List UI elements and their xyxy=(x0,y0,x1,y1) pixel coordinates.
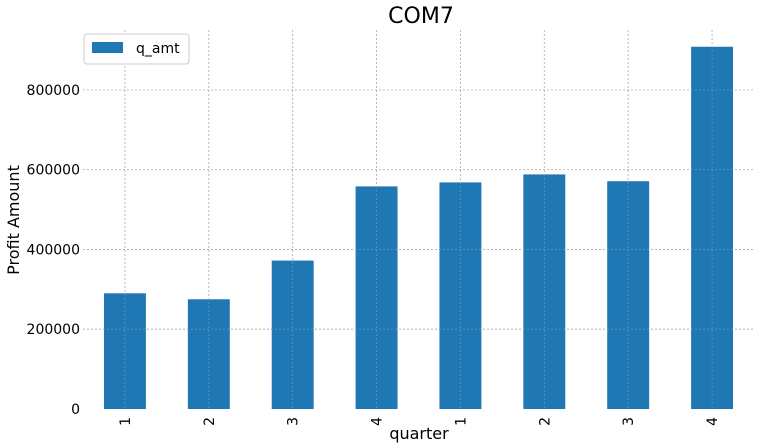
y-tick-label: 800000 xyxy=(27,83,80,99)
legend-swatch xyxy=(92,42,123,53)
x-tick-label: 1 xyxy=(453,417,469,426)
x-tick-label: 3 xyxy=(286,417,302,426)
x-tick-label: 4 xyxy=(370,417,386,426)
bars xyxy=(103,46,734,409)
y-axis-title: Profit Amount xyxy=(4,165,23,275)
legend-label: q_amt xyxy=(136,41,180,57)
y-tick-label: 0 xyxy=(71,402,80,418)
chart-title: COM7 xyxy=(388,4,454,29)
y-axis-ticks: 0 200000 400000 600000 800000 xyxy=(27,83,80,418)
legend: q_amt xyxy=(83,33,190,65)
grid-overlay xyxy=(83,30,754,409)
x-tick-label: 2 xyxy=(202,417,218,426)
x-tick-label: 3 xyxy=(621,417,637,426)
y-tick-label: 200000 xyxy=(27,322,80,338)
x-axis-ticks: 1 2 3 4 1 2 3 4 xyxy=(118,417,721,426)
y-tick-label: 600000 xyxy=(27,163,80,179)
x-tick-label: 2 xyxy=(537,417,553,426)
grid xyxy=(83,30,754,409)
y-tick-label: 400000 xyxy=(27,242,80,258)
x-tick-label: 4 xyxy=(705,417,721,426)
x-axis-title: quarter xyxy=(389,424,449,443)
x-tick-label: 1 xyxy=(118,417,134,426)
legend-box xyxy=(83,33,190,65)
